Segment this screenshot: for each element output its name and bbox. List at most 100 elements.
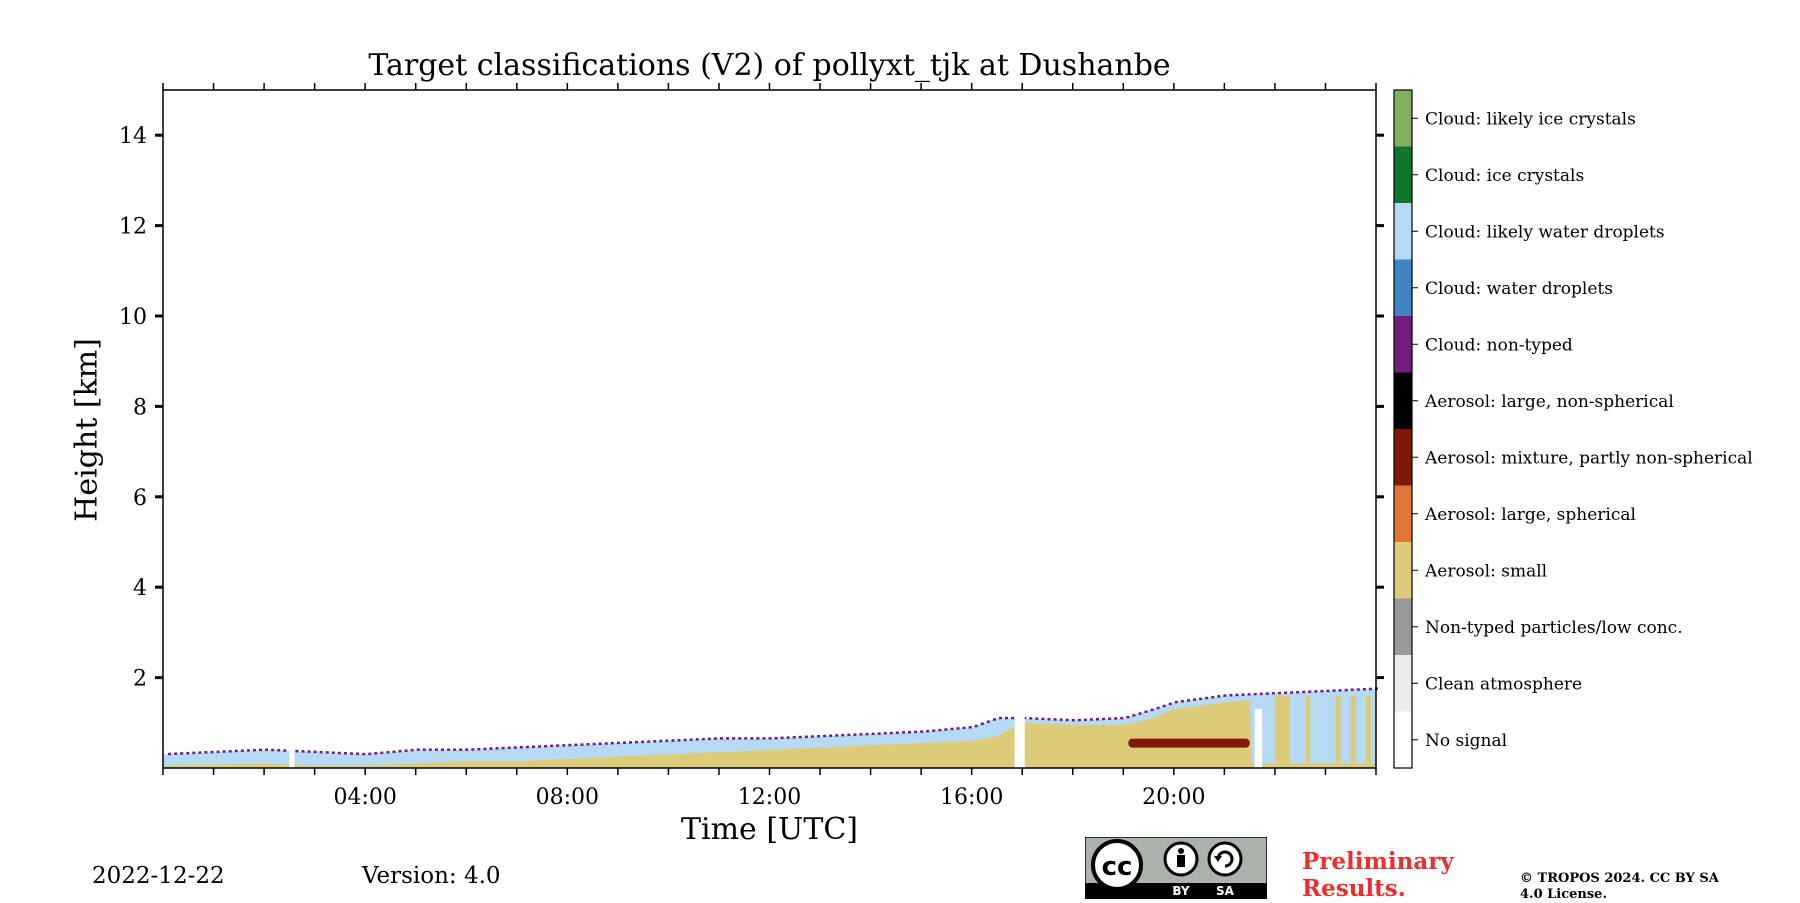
cloud-non-typed-mark — [1095, 718, 1099, 721]
cloud-non-typed-mark — [459, 748, 463, 751]
colorbar-segment — [1394, 90, 1412, 147]
cloud-non-typed-mark — [204, 751, 208, 754]
cloud-non-typed-mark — [986, 720, 990, 723]
colorbar-segment — [1394, 655, 1412, 712]
cloud-non-typed-mark — [186, 751, 190, 755]
cloud-non-typed-mark — [750, 737, 754, 740]
aerosol-mixture-band — [1128, 738, 1250, 748]
cloud-non-typed-mark — [968, 726, 972, 729]
cloud-non-typed-mark — [465, 748, 469, 751]
x-tick-label: 20:00 — [1142, 785, 1205, 810]
cloud-non-typed-mark — [895, 731, 899, 734]
cloud-non-typed-mark — [1320, 689, 1324, 693]
cloud-non-typed-mark — [695, 738, 699, 741]
cloud-non-typed-mark — [216, 750, 220, 754]
cloud-non-typed-mark — [568, 743, 572, 747]
cloud-non-typed-mark — [386, 751, 390, 754]
colorbar-segment — [1394, 598, 1412, 655]
cloud-non-typed-mark — [586, 743, 590, 746]
x-tick-label: 12:00 — [738, 785, 801, 810]
cloud-non-typed-mark — [337, 751, 341, 755]
cloud-non-typed-mark — [1344, 688, 1348, 692]
colorbar-segment — [1394, 259, 1412, 316]
cloud-non-typed-mark — [531, 745, 535, 748]
cloud-non-typed-mark — [222, 750, 226, 753]
cloud-non-typed-mark — [1059, 718, 1063, 721]
cloud-non-typed-mark — [798, 735, 802, 739]
cloud-non-typed-mark — [307, 750, 311, 753]
cloud-non-typed-mark — [920, 730, 924, 733]
cloud-non-typed-mark — [1253, 692, 1257, 696]
cloud-non-typed-mark — [1350, 688, 1354, 692]
cloud-non-typed-mark — [1308, 690, 1312, 693]
no-signal-gap — [1254, 709, 1263, 768]
colorbar-label: No signal — [1425, 731, 1507, 751]
cloud-non-typed-mark — [440, 748, 444, 751]
cloud-non-typed-mark — [319, 750, 323, 754]
cloud-non-typed-mark — [974, 724, 978, 728]
cloud-non-typed-mark — [1338, 689, 1342, 692]
cloud-non-typed-mark — [1326, 689, 1330, 693]
cloud-non-typed-mark — [598, 742, 602, 745]
colorbar-segment — [1394, 429, 1412, 486]
cloud-non-typed-mark — [422, 748, 426, 751]
colorbar-label: Aerosol: large, non-spherical — [1424, 392, 1674, 412]
plot-frame — [162, 89, 1377, 769]
cloud-non-typed-mark — [1174, 700, 1178, 704]
cloud-non-typed-mark — [374, 752, 378, 755]
colorbar-segment — [1394, 372, 1412, 429]
aerosol-small-column — [1365, 695, 1371, 768]
colorbar-label: Clean atmosphere — [1425, 674, 1582, 694]
cloud-non-typed-mark — [404, 749, 408, 752]
cloud-non-typed-mark — [1035, 717, 1039, 720]
preliminary-results-label: Preliminary Results. — [1302, 848, 1454, 902]
cloud-non-typed-mark — [410, 748, 414, 752]
cloud-non-typed-mark — [1368, 687, 1372, 691]
cloud-non-typed-mark — [622, 741, 626, 744]
cloud-non-typed-mark — [635, 740, 639, 744]
by-text: BY — [1172, 884, 1189, 898]
cloud-non-typed-mark — [416, 748, 420, 751]
cloud-non-typed-mark — [859, 733, 863, 736]
cloud-non-typed-mark — [471, 748, 475, 751]
aerosol-small-column — [1335, 695, 1341, 768]
cloud-non-typed-mark — [1077, 718, 1081, 722]
cloud-non-typed-mark — [556, 744, 560, 747]
cloud-non-typed-mark — [744, 737, 748, 740]
cloud-non-typed-mark — [780, 736, 784, 740]
cloud-non-typed-mark — [428, 748, 432, 751]
colorbar-label: Non-typed particles/low conc. — [1425, 618, 1683, 638]
cloud-non-typed-mark — [174, 752, 178, 755]
cloud-non-typed-mark — [901, 731, 905, 734]
y-tick-label: 14 — [119, 124, 147, 149]
cloud-non-typed-mark — [804, 735, 808, 739]
cloud-non-typed-mark — [768, 737, 772, 740]
cloud-non-typed-mark — [1217, 695, 1221, 698]
colorbar-label: Aerosol: small — [1424, 561, 1547, 581]
cloud-non-typed-mark — [883, 732, 887, 735]
aerosol-small-column — [1274, 695, 1291, 768]
date-label: 2022-12-22 — [92, 863, 225, 889]
cloud-non-typed-mark — [944, 728, 948, 731]
cloud-non-typed-mark — [1041, 717, 1045, 721]
cloud-non-typed-mark — [489, 747, 493, 750]
cloud-non-typed-mark — [829, 734, 833, 737]
colorbar-segment — [1394, 146, 1412, 203]
cloud-non-typed-mark — [1132, 714, 1136, 717]
y-tick-label: 6 — [133, 486, 147, 511]
cloud-non-typed-mark — [434, 748, 438, 751]
cloud-non-typed-mark — [265, 748, 269, 751]
cloud-non-typed-mark — [1144, 710, 1148, 713]
y-tick-label: 4 — [133, 576, 147, 601]
cloud-non-typed-mark — [271, 748, 275, 752]
cloud-non-typed-mark — [610, 741, 614, 745]
cloud-non-typed-mark — [823, 734, 827, 738]
cloud-non-typed-mark — [1296, 690, 1300, 694]
cloud-non-typed-mark — [501, 746, 505, 750]
cloud-non-typed-mark — [1089, 718, 1093, 721]
cloud-non-typed-mark — [1114, 717, 1118, 720]
cloud-non-typed-mark — [1314, 690, 1318, 693]
cloud-non-typed-mark — [1229, 693, 1233, 697]
cloud-non-typed-mark — [647, 740, 651, 743]
colorbar-segment — [1394, 203, 1412, 260]
